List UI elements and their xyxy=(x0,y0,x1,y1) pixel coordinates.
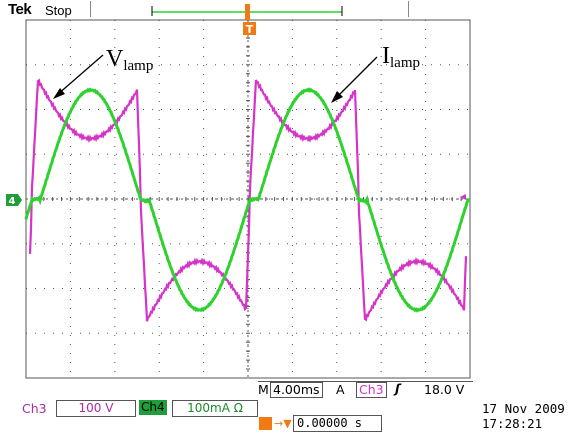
record-position-bar xyxy=(151,4,343,20)
waveform-ch4-ilamp xyxy=(24,87,471,313)
trigger-level: 18.0 V xyxy=(424,382,465,397)
ch3-label: Ch3 xyxy=(22,401,47,416)
timebase-value: 4.00ms xyxy=(270,382,323,398)
timebase-trigger-readout: M 4.00ms A Ch3 ʃ 18.0 V xyxy=(258,381,473,398)
graticule-grid xyxy=(25,19,471,379)
ch3-scale: 100 V xyxy=(56,400,136,417)
annotation-vlamp: Vlamp xyxy=(53,46,153,99)
trigger-marker-label: T xyxy=(246,23,254,36)
ch4-ground-label: 4 xyxy=(9,196,16,207)
ch4-ground-marker: 4 xyxy=(6,194,22,207)
trigger-level-arrow-icon xyxy=(460,194,466,200)
vlamp-label-main: V xyxy=(106,46,124,72)
trigger-channel: Ch3 xyxy=(356,382,387,398)
date-stamp: 17 Nov 2009 xyxy=(482,401,565,416)
svg-text:Ilamp: Ilamp xyxy=(382,43,420,71)
trigger-position-icon xyxy=(259,417,272,430)
trigger-mode: A xyxy=(336,382,345,397)
header-divider xyxy=(90,1,91,17)
brand-logo: Tek xyxy=(8,1,32,18)
time-stamp: 17:28:21 xyxy=(482,416,543,431)
annotation-ilamp: Ilamp xyxy=(331,43,420,103)
ch4-label: Ch4 xyxy=(139,400,167,415)
ch4-scale: 100mA Ω xyxy=(172,400,258,417)
vlamp-label-sub: lamp xyxy=(123,58,153,74)
svg-text:Vlamp: Vlamp xyxy=(106,46,153,74)
trigger-position-icon: T xyxy=(243,22,256,36)
trigger-slope-icon: ʃ xyxy=(395,381,401,396)
trigger-position-value: 0.00000 s xyxy=(293,415,382,432)
arrow-icon: →▼ xyxy=(274,417,292,430)
acquisition-status: Stop xyxy=(45,3,72,18)
ilamp-label-sub: lamp xyxy=(390,55,420,71)
timebase-prefix: M xyxy=(258,382,269,397)
ilamp-label-main: I xyxy=(382,43,390,69)
header-divider xyxy=(408,1,409,17)
